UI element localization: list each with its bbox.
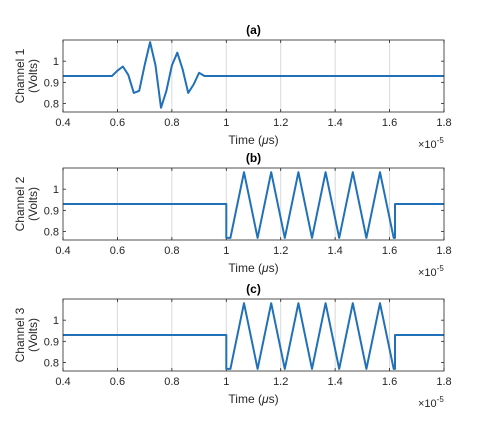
x-axis-label-unit: μ — [261, 261, 269, 275]
y-tick-label: 0.9 — [44, 205, 59, 217]
chart-title: (a) — [246, 23, 261, 37]
y-axis-label-line2: (Volts) — [26, 187, 40, 221]
x-axis-label-suffix: s) — [269, 261, 279, 275]
x-tick-label: 1.8 — [436, 117, 451, 129]
x-tick-label: 1.8 — [436, 376, 451, 388]
x-tick-label: 1.2 — [273, 117, 288, 129]
y-tick-label: 0.9 — [44, 77, 59, 89]
x-tick-label: 1.6 — [382, 117, 397, 129]
x-axis-exponent-power: -5 — [437, 264, 445, 273]
x-tick-label: 0.8 — [164, 245, 179, 257]
x-axis-exponent-prefix: ×10 — [418, 267, 437, 279]
chart-title: (c) — [246, 282, 261, 296]
y-tick-label: 0.8 — [44, 227, 59, 239]
x-tick-label: 0.8 — [164, 117, 179, 129]
series-line — [63, 171, 444, 239]
y-tick-label: 1 — [53, 56, 59, 68]
chart-panel-2: 0.4 0.6 0.8 1 1.2 1.4 1.6 1.8 0.8 0.9 1 (b) Time (μs… — [13, 151, 452, 279]
x-axis-label-prefix: Time ( — [228, 133, 262, 147]
axes-box — [62, 39, 445, 113]
x-axis-label-suffix: s) — [269, 392, 279, 406]
x-tick-label: 1.8 — [436, 245, 451, 257]
chart-panel-1: 0.4 0.6 0.8 1 1.2 1.4 1.6 1.8 0.8 0.9 1 (a) Time (μs… — [13, 23, 452, 151]
x-tick-label: 1 — [223, 117, 229, 129]
x-axis-label-unit: μ — [261, 392, 269, 406]
x-tick-label: 0.4 — [55, 245, 70, 257]
x-tick-label: 1.6 — [382, 245, 397, 257]
x-tick-label: 1.4 — [327, 245, 342, 257]
y-tick-label: 0.8 — [44, 358, 59, 370]
x-axis-exponent: ×10-5 — [418, 264, 444, 279]
x-axis-exponent-power: -5 — [437, 395, 445, 404]
x-tick-label: 1.6 — [382, 376, 397, 388]
x-axis-exponent-power: -5 — [437, 136, 445, 145]
x-axis-exponent-prefix: ×10 — [418, 398, 437, 410]
y-axis-label-line1: Channel 2 — [13, 176, 27, 231]
x-tick-label: 0.6 — [110, 245, 125, 257]
x-tick-label: 1.2 — [273, 245, 288, 257]
y-tick-label: 0.9 — [44, 336, 59, 348]
x-tick-label: 0.8 — [164, 376, 179, 388]
x-tick-label: 1 — [223, 376, 229, 388]
series-line — [63, 41, 444, 109]
y-tick-label: 1 — [53, 184, 59, 196]
axes-box — [62, 298, 445, 372]
x-tick-label: 1 — [223, 245, 229, 257]
chart-title: (b) — [246, 151, 261, 165]
x-axis-exponent: ×10-5 — [418, 136, 444, 151]
x-tick-label: 1.2 — [273, 376, 288, 388]
x-axis-label-unit: μ — [261, 133, 269, 147]
x-axis-label: Time (μs) — [228, 392, 278, 406]
y-axis-label-line1: Channel 3 — [13, 307, 27, 362]
y-tick-label: 1 — [53, 315, 59, 327]
x-tick-label: 0.4 — [55, 117, 70, 129]
x-tick-label: 0.6 — [110, 376, 125, 388]
x-axis-label: Time (μs) — [228, 133, 278, 147]
axes-box — [62, 167, 445, 241]
x-tick-label: 0.4 — [55, 376, 70, 388]
x-axis-label-suffix: s) — [269, 133, 279, 147]
series-line — [63, 302, 444, 370]
x-tick-label: 1.4 — [327, 376, 342, 388]
chart-panel-3: 0.4 0.6 0.8 1 1.2 1.4 1.6 1.8 0.8 0.9 1 (c) Time (μs… — [13, 282, 452, 410]
y-tick-label: 0.8 — [44, 99, 59, 111]
x-axis-label: Time (μs) — [228, 261, 278, 275]
y-axis-label-line2: (Volts) — [26, 318, 40, 352]
x-tick-label: 1.4 — [327, 117, 342, 129]
x-axis-exponent-prefix: ×10 — [418, 139, 437, 151]
x-axis-label-prefix: Time ( — [228, 392, 262, 406]
y-axis-label-line1: Channel 1 — [13, 48, 27, 103]
y-axis-label-line2: (Volts) — [26, 59, 40, 93]
x-axis-label-prefix: Time ( — [228, 261, 262, 275]
x-tick-label: 0.6 — [110, 117, 125, 129]
x-axis-exponent: ×10-5 — [418, 395, 444, 410]
